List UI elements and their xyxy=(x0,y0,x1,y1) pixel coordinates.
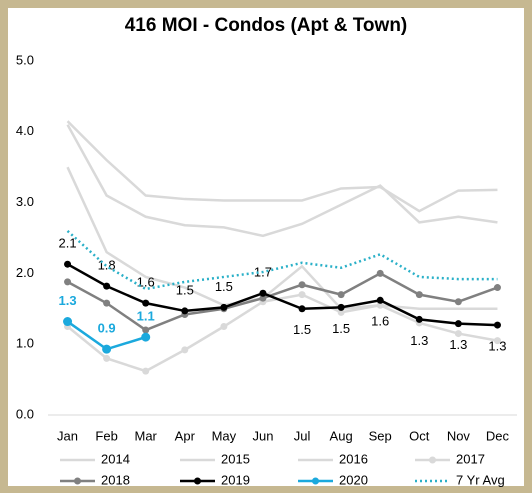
legend-label: 7 Yr Avg xyxy=(456,472,505,487)
series-marker xyxy=(220,323,228,330)
series-marker xyxy=(493,337,501,345)
data-label: 1.6 xyxy=(371,314,389,329)
x-tick-label: Oct xyxy=(409,428,430,443)
legend-marker xyxy=(429,456,436,464)
legend-label: 2017 xyxy=(456,451,485,466)
legend-label: 2019 xyxy=(221,472,250,487)
x-tick-label: Aug xyxy=(330,428,353,443)
data-label: 0.9 xyxy=(98,321,116,336)
x-tick-label: Nov xyxy=(447,428,471,443)
x-tick-label: Feb xyxy=(95,428,117,443)
series-line xyxy=(66,263,498,327)
series-marker xyxy=(376,296,384,304)
series-marker xyxy=(454,298,462,306)
series-line xyxy=(66,124,498,238)
data-label: 1.3 xyxy=(410,333,428,348)
series-line xyxy=(66,271,498,332)
legend-label: 2014 xyxy=(101,451,130,466)
legend-marker xyxy=(194,477,201,485)
data-label: 1.5 xyxy=(176,282,194,297)
series-marker xyxy=(376,269,384,277)
legend-marker xyxy=(74,477,81,485)
x-tick-label: Jul xyxy=(294,428,311,443)
series-marker xyxy=(102,344,112,354)
legend-label: 2016 xyxy=(339,451,368,466)
y-tick-label: 0.0 xyxy=(16,406,34,421)
data-label: 1.6 xyxy=(137,275,155,290)
legend-marker xyxy=(312,477,319,485)
series-marker xyxy=(181,346,189,354)
data-label: 1.3 xyxy=(449,337,467,352)
x-tick-label: Mar xyxy=(135,428,158,443)
x-tick-label: Dec xyxy=(486,428,510,443)
x-tick-label: May xyxy=(212,428,237,443)
series-line xyxy=(66,120,498,213)
series-marker xyxy=(493,284,501,292)
series-marker xyxy=(298,281,306,289)
series-marker xyxy=(415,291,423,299)
series-line xyxy=(66,166,498,311)
series-marker xyxy=(103,354,111,362)
y-tick-label: 1.0 xyxy=(16,336,34,351)
series-marker xyxy=(376,301,384,309)
series-line xyxy=(66,293,498,373)
series-marker xyxy=(142,326,150,334)
series-marker xyxy=(493,321,501,329)
x-tick-label: Jun xyxy=(252,428,273,443)
series-marker xyxy=(142,367,150,375)
series-marker xyxy=(220,303,228,311)
series-marker xyxy=(63,317,73,327)
series-marker xyxy=(103,282,111,290)
legend-label: 2015 xyxy=(221,451,250,466)
series-marker xyxy=(337,291,345,299)
x-tick-label: Sep xyxy=(369,428,392,443)
chart-area xyxy=(8,8,524,486)
y-tick-label: 5.0 xyxy=(16,52,34,67)
series-marker xyxy=(337,308,345,316)
legend-label: 2020 xyxy=(339,472,368,487)
data-label: 1.5 xyxy=(332,321,350,336)
series-marker xyxy=(454,320,462,328)
series-marker xyxy=(259,294,267,302)
data-label: 1.1 xyxy=(137,309,155,324)
series-marker xyxy=(64,260,72,268)
legend-label: 2018 xyxy=(101,472,130,487)
x-tick-label: Jan xyxy=(57,428,78,443)
data-label: 2.1 xyxy=(59,236,77,251)
y-tick-label: 2.0 xyxy=(16,265,34,280)
series-marker xyxy=(103,299,111,307)
chart-title: 416 MOI - Condos (Apt & Town) xyxy=(125,15,408,36)
series-marker xyxy=(64,278,72,286)
series-marker xyxy=(141,332,151,342)
series-marker xyxy=(454,330,462,338)
data-label: 1.3 xyxy=(59,293,77,308)
x-tick-label: Apr xyxy=(175,428,196,443)
data-label: 1.5 xyxy=(293,322,311,337)
series-marker xyxy=(142,299,150,307)
series-line xyxy=(66,229,498,291)
series-marker xyxy=(181,307,189,315)
series-marker xyxy=(337,303,345,311)
y-tick-label: 4.0 xyxy=(16,123,34,138)
data-label: 1.5 xyxy=(215,279,233,294)
series-marker xyxy=(259,289,267,297)
series-marker xyxy=(415,315,423,323)
y-tick-label: 3.0 xyxy=(16,194,34,209)
series-marker xyxy=(298,291,306,299)
data-label: 1.3 xyxy=(488,339,506,354)
series-marker xyxy=(298,305,306,313)
